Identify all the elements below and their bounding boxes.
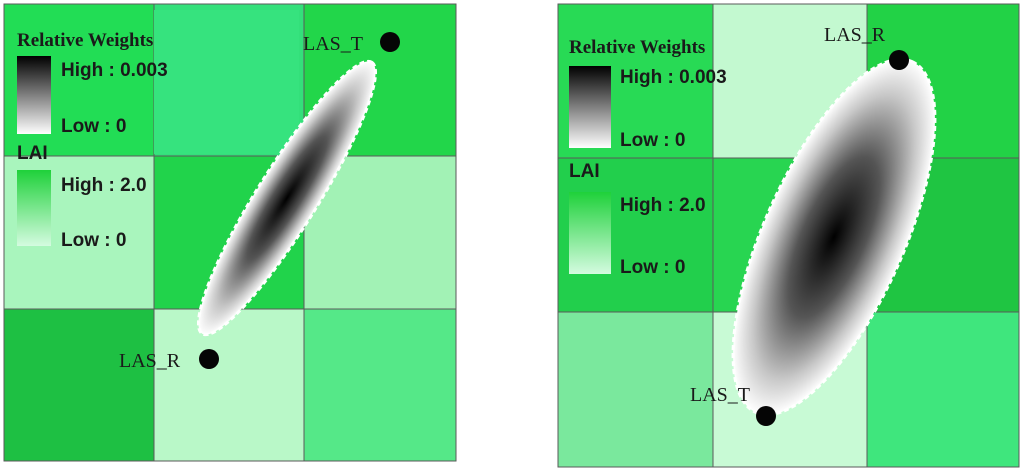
- lai-cell: [3, 308, 155, 462]
- weights-low-label: Low : 0: [620, 130, 685, 151]
- lai-high-label: High : 2.0: [61, 175, 147, 196]
- lai-low-label: Low : 0: [61, 230, 126, 251]
- site-las-t: LAS_T: [303, 32, 400, 55]
- lai-gradient-swatch: [569, 192, 611, 274]
- lai-cell: [303, 308, 457, 462]
- weights-high-label: High : 0.003: [61, 60, 168, 81]
- footprint-weights-ellipse: [731, 57, 937, 417]
- site-marker: [889, 50, 909, 70]
- weights-gradient-swatch: [17, 56, 51, 134]
- weights-low-label: Low : 0: [61, 116, 126, 137]
- right-legend: Relative Weights High : 0.003 Low : 0 LA…: [569, 37, 727, 278]
- lai-legend-title: LAI: [17, 143, 48, 164]
- site-marker: [199, 349, 219, 369]
- lai-grid: [557, 3, 1020, 468]
- right-map-panel: Relative Weights High : 0.003 Low : 0 LA…: [557, 3, 1020, 468]
- lai-cell: [557, 311, 714, 468]
- site-las-r: LAS_R: [824, 24, 909, 70]
- site-label: LAS_T: [303, 33, 363, 55]
- lai-cell-highlight: [154, 10, 299, 154]
- weights-legend-title: Relative Weights: [569, 37, 705, 58]
- lai-gradient-swatch: [17, 170, 51, 246]
- site-marker: [380, 32, 400, 52]
- site-label: LAS_T: [690, 384, 750, 406]
- lai-cell: [153, 308, 305, 462]
- lai-cell: [866, 311, 1020, 468]
- site-label: LAS_R: [119, 350, 181, 372]
- site-label: LAS_R: [824, 24, 886, 46]
- weights-gradient-swatch: [569, 66, 611, 148]
- weights-legend-title: Relative Weights: [17, 30, 153, 51]
- weights-high-label: High : 0.003: [620, 67, 727, 88]
- left-legend: Relative Weights High : 0.003 Low : 0 LA…: [17, 30, 168, 251]
- site-las-t: LAS_T: [690, 384, 776, 426]
- site-marker: [756, 406, 776, 426]
- lai-high-label: High : 2.0: [620, 195, 706, 216]
- lai-low-label: Low : 0: [620, 257, 685, 278]
- lai-legend-title: LAI: [569, 161, 600, 182]
- left-map-panel: Relative Weights High : 0.003 Low : 0 LA…: [3, 3, 457, 462]
- footprint-weights-ellipse: [196, 59, 378, 337]
- site-las-r: LAS_R: [119, 349, 219, 372]
